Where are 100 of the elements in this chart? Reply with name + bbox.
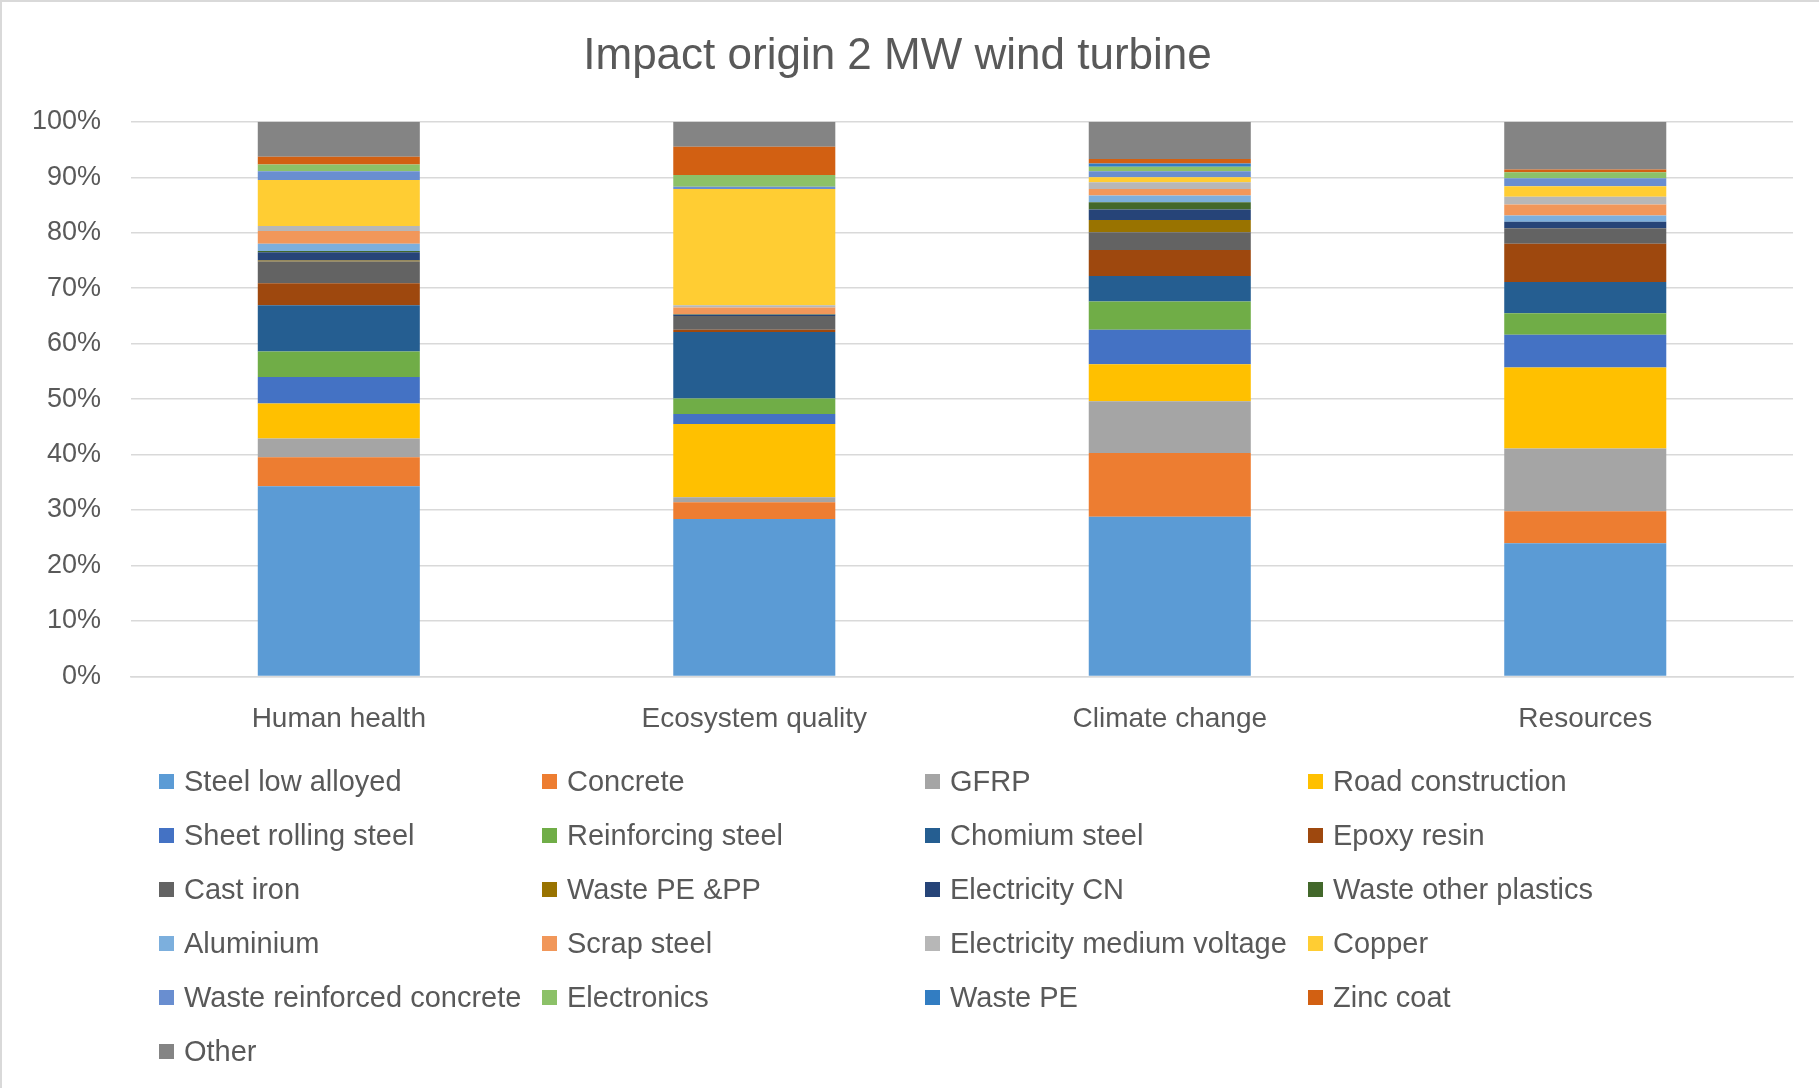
bar <box>1088 232 1251 250</box>
bar <box>1504 221 1667 229</box>
y-tick-label: 0% <box>62 659 102 690</box>
legend-label: Aluminium <box>184 926 320 960</box>
bar <box>1088 163 1251 167</box>
bar <box>1504 511 1667 544</box>
bar <box>1504 186 1667 197</box>
bar <box>257 171 420 181</box>
bar <box>257 305 420 352</box>
legend-label: Electronics <box>567 980 709 1014</box>
y-tick-label: 70% <box>47 271 102 302</box>
bar <box>1088 364 1251 402</box>
x-tick-label: Ecosystem quality <box>641 701 868 733</box>
bar <box>257 283 420 306</box>
x-tick-label: Human health <box>251 701 426 733</box>
legend-label: Electricity CN <box>950 872 1125 906</box>
bar <box>1504 169 1667 173</box>
bar <box>1504 243 1667 283</box>
legend-label: GFRP <box>950 764 1031 798</box>
bar <box>673 186 836 189</box>
bar <box>1088 158 1251 164</box>
bar <box>1088 275 1251 302</box>
y-tick-label: 100% <box>31 105 102 136</box>
bar <box>1088 516 1251 676</box>
legend-label: Copper <box>1333 926 1429 960</box>
legend-label: Chomium steel <box>950 818 1144 852</box>
bar <box>1088 401 1251 453</box>
legend-label: Reinforcing steel <box>567 818 783 852</box>
bar <box>673 305 836 308</box>
bar <box>1504 204 1667 216</box>
bar <box>673 497 836 503</box>
y-tick-label: 30% <box>47 493 102 524</box>
bar <box>257 486 420 676</box>
bar <box>673 502 836 519</box>
y-tick-label: 20% <box>47 548 102 579</box>
bar <box>257 438 420 458</box>
bar <box>257 180 420 227</box>
chart-title: Impact origin 2 MW wind turbine <box>583 28 1212 78</box>
bar <box>257 351 420 377</box>
bar <box>673 424 836 498</box>
legend-label: Epoxy resin <box>1333 818 1485 852</box>
bar <box>673 175 836 187</box>
bar <box>673 315 836 330</box>
bar <box>1504 282 1667 314</box>
x-tick-label: Resources <box>1518 701 1653 733</box>
bar <box>257 457 420 487</box>
bar <box>1504 367 1667 449</box>
bar <box>673 146 836 176</box>
bar <box>257 231 420 244</box>
bar <box>673 331 836 399</box>
bar <box>1088 249 1251 276</box>
bar <box>257 164 420 172</box>
legend-label: Zinc coat <box>1333 980 1451 1014</box>
bar <box>1088 166 1251 172</box>
y-tick-label: 40% <box>47 438 102 469</box>
bar <box>1088 202 1251 210</box>
bar <box>1088 301 1251 330</box>
bar <box>1504 215 1667 222</box>
bar <box>673 307 836 315</box>
legend-label: Road construction <box>1333 764 1567 798</box>
bar <box>673 188 836 306</box>
legend-label: Other <box>184 1034 257 1068</box>
bar <box>1504 196 1667 205</box>
bar <box>673 518 836 676</box>
bar <box>257 121 420 157</box>
bar <box>257 403 420 439</box>
bar <box>257 261 420 284</box>
y-tick-label: 80% <box>47 216 102 247</box>
y-tick-label: 10% <box>47 604 102 635</box>
bar <box>1088 188 1251 196</box>
bar <box>1088 182 1251 189</box>
legend-label: Waste PE <box>950 980 1078 1014</box>
legend-label: Steel low alloyed <box>184 764 402 798</box>
legend-label: Sheet rolling steel <box>184 818 415 852</box>
legend-label: Waste other plastics <box>1333 872 1594 906</box>
legend-label: Waste reinforced concrete <box>184 980 522 1014</box>
bar <box>673 329 836 332</box>
y-tick-label: 50% <box>47 382 102 413</box>
bar <box>673 398 836 415</box>
legend-label: Cast iron <box>184 872 301 906</box>
bar <box>1504 172 1667 179</box>
bar <box>257 156 420 165</box>
bar <box>1504 121 1667 170</box>
bar <box>1088 121 1251 159</box>
bar <box>673 414 836 425</box>
bar <box>257 243 420 252</box>
bar <box>1088 329 1251 365</box>
y-tick-label: 90% <box>47 160 102 191</box>
bar <box>673 121 836 147</box>
y-tick-label: 60% <box>47 327 102 358</box>
bar <box>257 226 420 232</box>
legend-label: Electricity medium voltage <box>950 926 1287 960</box>
bar <box>1088 171 1251 178</box>
bar <box>1088 195 1251 203</box>
bar <box>1088 177 1251 183</box>
legend-label: Concrete <box>567 764 685 798</box>
x-tick-label: Climate change <box>1072 701 1268 733</box>
bar <box>1504 448 1667 512</box>
bar <box>1088 209 1251 220</box>
legend-label: Waste PE &PP <box>567 872 761 906</box>
